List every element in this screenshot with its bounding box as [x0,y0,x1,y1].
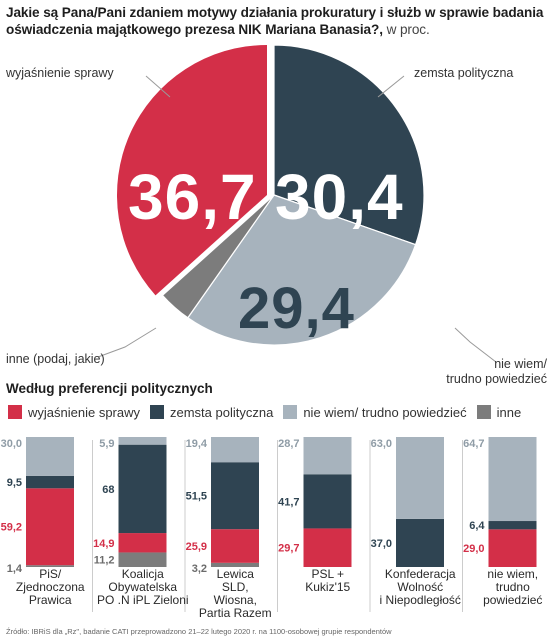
category-label: Kukiz'15 [305,580,350,594]
title-unit: w proc. [386,22,430,37]
bar-value-wyjasnienie: 29,0 [463,543,484,555]
legend-label-inne: inne [496,404,522,420]
bar-wyjasnienie [303,528,352,567]
pie-label-niewiem-1: nie wiem/ [494,357,547,371]
bar-wyjasnienie [26,488,74,566]
bar-wyjasnienie [118,533,167,553]
bar-inne [26,565,74,567]
bar-zemsta [26,475,74,489]
bar-value-niewiem: 28,7 [278,438,299,450]
leader-zemsta [377,75,405,98]
category-label: PO .N iPL Zieloni [97,593,189,607]
bar-value-inne: 1,4 [7,563,23,575]
bar-value-wyjasnienie: 29,7 [278,543,299,555]
bar-niewiem [26,437,74,476]
bar-wyjasnienie [488,529,537,567]
category-label: i Niepodległość [380,593,461,607]
bar-niewiem [118,437,167,445]
category-label: nie wiem, [487,567,538,581]
bar-wyjasnienie [211,529,259,563]
pie-value-niewiem: 29,4 [238,276,355,341]
bar-value-niewiem: 19,4 [186,438,208,450]
bar-value-wyjasnienie: 59,2 [1,522,22,534]
pie-label-zemsta: zemsta polityczna [414,66,514,80]
legend-swatch-inne [476,405,491,419]
category-label: PSL + [311,567,344,581]
pie-label-inne: inne (podaj, jakie) [6,352,105,366]
legend-swatch-zemsta [150,405,164,419]
category-label: powiedzieć [483,593,542,607]
pie-slice-zemsta [273,44,425,246]
category-label: Obywatelska [108,580,177,594]
bar-value-zemsta: 6,4 [469,520,485,532]
bar-value-inne: 3,2 [192,563,207,575]
category-label: PiS/ [39,567,62,581]
category-label: Koalicja [122,567,164,581]
leader-wyjasnienie [145,75,171,98]
bar-value-zemsta: 37,0 [371,538,392,550]
leader-inne [97,327,157,358]
pie-value-zemsta: 30,4 [275,161,404,233]
bar-value-wyjasnienie: 14,9 [93,538,114,550]
category-label: trudno [496,580,530,594]
category-label: Prawica [29,593,72,607]
bar-value-inne: 11,2 [94,555,115,567]
bar-inne [118,552,167,567]
pie-slice-wyjasnienie [117,44,267,296]
title-text: Jakie są Pana/Pani zdaniem motywy działa… [6,5,544,37]
pie-label-niewiem-2: trudno powiedzieć [446,372,547,386]
bar-niewiem [396,437,444,519]
bar-niewiem [488,437,537,522]
bar-zemsta [396,518,444,567]
legend-label-niewiem: nie wiem/ trudno powiedzieć [303,404,467,420]
bar-niewiem [211,437,259,463]
bar-value-zemsta: 41,7 [278,496,299,508]
legend-item-zemsta: zemsta polityczna [150,405,273,420]
bar-value-niewiem: 64,7 [463,438,484,450]
source-note: Źródło: IBRiS dla „Rz", badanie CATI prz… [6,627,392,636]
bar-chart-title: Według preferencji politycznych [6,381,213,396]
category-label: Wolność [397,580,443,594]
category-label: Partia Razem [199,606,272,620]
bar-zemsta [118,444,167,534]
bar-value-niewiem: 5,9 [99,438,114,450]
bar-value-wyjasnienie: 25,9 [186,541,207,553]
category-label: Wiosna, [214,593,257,607]
bar-legend: wyjaśnienie sprawy zemsta polityczna nie… [8,402,531,422]
legend-item-inne: inne [476,404,522,420]
category-label: Lewica [217,567,255,581]
category-label: Zjednoczona [16,580,85,594]
bar-value-zemsta: 9,5 [7,477,22,489]
pie-value-inne: 3,6 [163,311,184,328]
legend-item-niewiem: nie wiem/ trudno powiedzieć [283,404,467,420]
legend-swatch-niewiem [283,405,298,419]
category-label: Konfederacja [385,567,456,581]
bar-zemsta [488,521,537,530]
bar-niewiem [303,437,352,475]
bar-value-zemsta: 51,5 [186,491,207,503]
bar-zemsta [303,474,352,529]
legend-swatch-wyjasnienie [8,405,22,419]
chart-title: Jakie są Pana/Pani zdaniem motywy działa… [6,4,551,38]
pie-slice-inne [161,194,275,319]
leader-niewiem [454,327,497,363]
category-label: SLD, [222,580,249,594]
pie-slice-niewiem [186,194,417,346]
bar-zemsta [211,462,259,530]
pie-value-wyjasnienie: 36,7 [128,161,257,233]
bar-value-zemsta: 68 [102,484,114,496]
pie-label-wyjasnienie: wyjaśnienie sprawy [6,66,114,80]
bar-value-niewiem: 63,0 [371,438,392,450]
legend-label-wyjasnienie: wyjaśnienie sprawy [28,404,140,420]
legend-label-zemsta: zemsta polityczna [170,404,274,420]
bar-value-niewiem: 30,0 [1,438,22,450]
bar-inne [211,562,259,567]
legend-item-wyjasnienie: wyjaśnienie sprawy [8,405,140,420]
pie-chart [97,44,497,363]
